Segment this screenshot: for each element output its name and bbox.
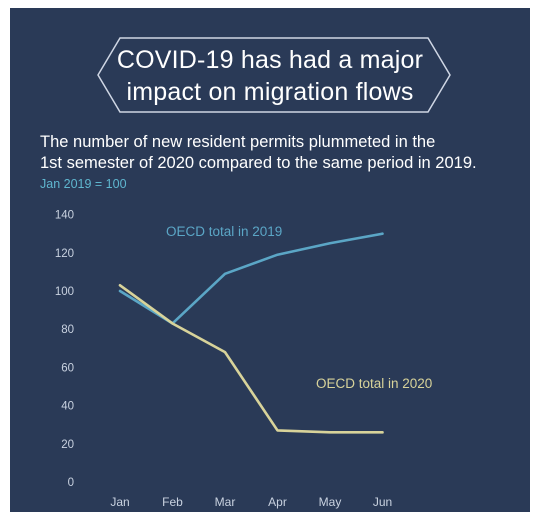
y-tick-label: 20 (61, 439, 74, 451)
subtitle-line-1: The number of new resident permits plumm… (40, 133, 436, 151)
index-note: Jan 2019 = 100 (40, 177, 127, 191)
y-tick-label: 100 (55, 286, 74, 298)
x-tick-label: Apr (268, 495, 287, 509)
y-tick-label: 80 (61, 324, 74, 336)
series-label-2019: OECD total in 2019 (166, 224, 282, 239)
series-line-2019 (118, 232, 384, 325)
y-tick-label: 120 (55, 248, 74, 260)
banner-frame (97, 37, 451, 113)
x-tick-label: May (319, 495, 342, 509)
subtitle-line-2: 1st semester of 2020 compared to the sam… (40, 154, 477, 172)
y-tick-label: 140 (55, 210, 74, 222)
title-line-1: COVID-19 has had a major (116, 46, 424, 74)
x-tick-label: Jan (110, 495, 129, 509)
series-line-2020 (118, 283, 384, 434)
banner-outline (97, 37, 451, 113)
title-line-2: impact on migration flows (126, 78, 414, 106)
y-tick-label: 0 (68, 477, 74, 489)
series-label-2020: OECD total in 2020 (316, 376, 432, 391)
x-tick-label: Mar (215, 495, 236, 509)
x-tick-label: Jun (373, 495, 392, 509)
y-tick-label: 40 (61, 401, 74, 413)
title-banner: COVID-19 has had a major impact on migra… (10, 8, 530, 118)
x-tick-label: Feb (162, 495, 183, 509)
y-tick-label: 60 (61, 362, 74, 374)
line-chart: 0 20 40 60 80 100 120 140 Jan Feb Mar Apr May Jun OECD… (55, 210, 433, 509)
infographic-card: COVID-19 has had a major impact on migra… (10, 8, 530, 512)
